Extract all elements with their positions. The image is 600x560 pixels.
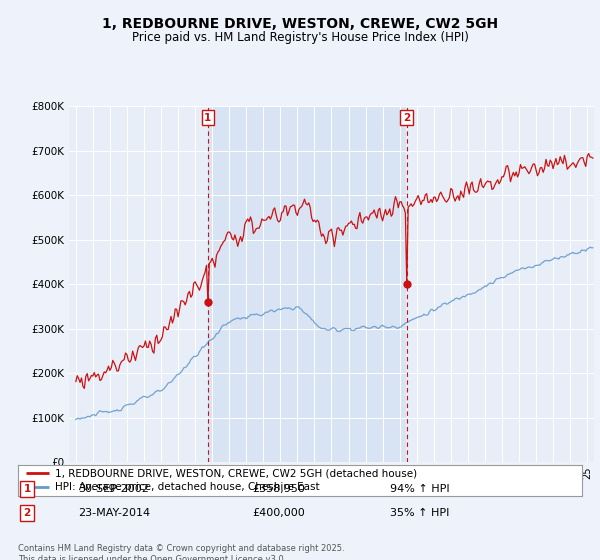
Text: 2: 2 [403, 113, 410, 123]
Text: £400,000: £400,000 [252, 508, 305, 518]
Text: £358,950: £358,950 [252, 484, 305, 494]
Text: 94% ↑ HPI: 94% ↑ HPI [390, 484, 449, 494]
Bar [208, 106, 406, 462]
Text: 1, REDBOURNE DRIVE, WESTON, CREWE, CW2 5GH (detached house): 1, REDBOURNE DRIVE, WESTON, CREWE, CW2 5… [55, 468, 417, 478]
Text: 1, REDBOURNE DRIVE, WESTON, CREWE, CW2 5GH: 1, REDBOURNE DRIVE, WESTON, CREWE, CW2 5… [102, 17, 498, 31]
Text: 1: 1 [23, 484, 31, 494]
Text: 35% ↑ HPI: 35% ↑ HPI [390, 508, 449, 518]
Text: Contains HM Land Registry data © Crown copyright and database right 2025.
This d: Contains HM Land Registry data © Crown c… [18, 544, 344, 560]
Text: 2: 2 [23, 508, 31, 518]
Text: 1: 1 [204, 113, 212, 123]
Text: HPI: Average price, detached house, Cheshire East: HPI: Average price, detached house, Ches… [55, 482, 319, 492]
Text: Price paid vs. HM Land Registry's House Price Index (HPI): Price paid vs. HM Land Registry's House … [131, 31, 469, 44]
Text: 23-MAY-2014: 23-MAY-2014 [78, 508, 150, 518]
Text: 30-SEP-2002: 30-SEP-2002 [78, 484, 149, 494]
